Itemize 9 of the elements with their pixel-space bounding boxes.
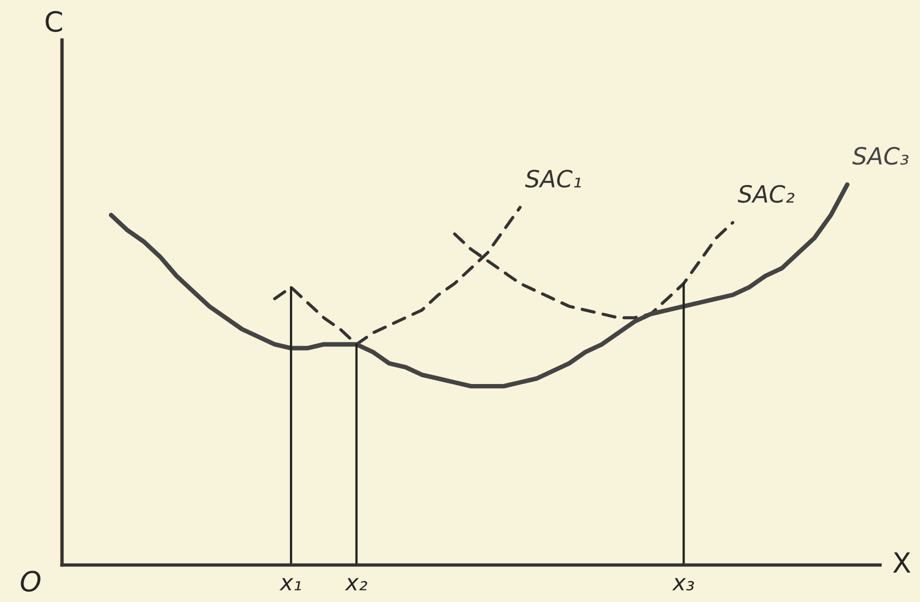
x-tick-label: x₂ <box>344 578 368 590</box>
text: O <box>20 570 40 592</box>
series-label: SAC₂ <box>738 184 794 203</box>
text: C <box>46 10 62 32</box>
series-label: SAC₁ <box>525 170 581 188</box>
x-tick-label: x₃ <box>672 578 694 590</box>
series-label: SAC₃ <box>852 146 909 165</box>
x-axis-title: X <box>893 552 910 573</box>
x-tick-label: x₁ <box>279 578 301 590</box>
